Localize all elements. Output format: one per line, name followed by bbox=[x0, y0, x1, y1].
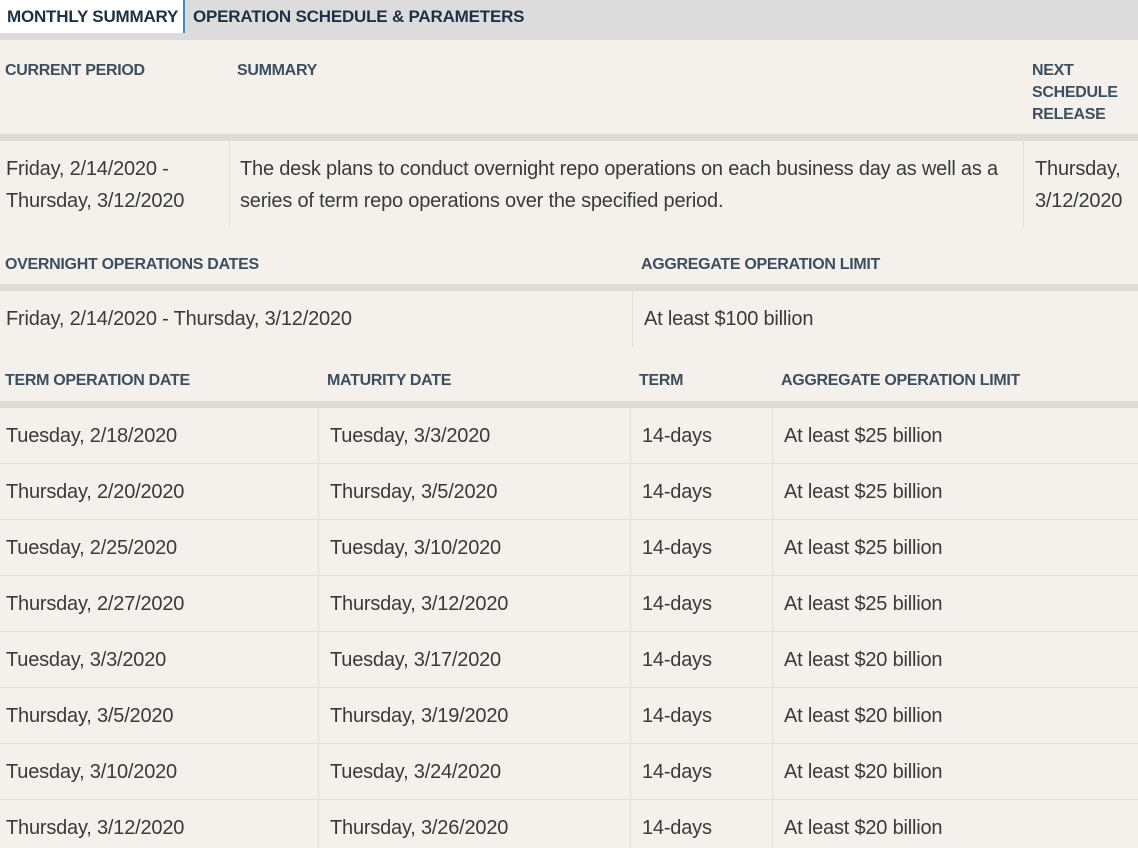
row-divider bbox=[0, 575, 1138, 576]
term-cell: 14-days bbox=[642, 481, 712, 503]
header-term-date: TERM OPERATION DATE bbox=[5, 372, 190, 389]
current-period-value: Friday, 2/14/2020 - Thursday, 3/12/2020 bbox=[6, 158, 185, 212]
maturity-date-cell: Tuesday, 3/24/2020 bbox=[330, 761, 501, 783]
limit-cell: At least $20 billion bbox=[784, 761, 943, 783]
table-row: Tuesday, 2/25/2020 Tuesday, 3/10/2020 14-d… bbox=[0, 520, 1138, 576]
header-term-limit: AGGREGATE OPERATION LIMIT bbox=[781, 372, 1021, 389]
overnight-limit-value: At least $100 billion bbox=[644, 308, 814, 330]
header-current-period: CURRENT PERIOD bbox=[5, 62, 145, 79]
row-divider bbox=[0, 799, 1138, 800]
row-divider bbox=[0, 463, 1138, 464]
column-divider bbox=[772, 408, 773, 848]
column-divider bbox=[632, 291, 633, 347]
tab-monthly-summary[interactable]: MONTHLY SUMMARY bbox=[0, 0, 185, 33]
table-row: Tuesday, 3/3/2020 Tuesday, 3/17/2020 14-da… bbox=[0, 632, 1138, 688]
limit-cell: At least $25 billion bbox=[784, 481, 943, 503]
term-date-cell: Thursday, 2/27/2020 bbox=[6, 593, 185, 615]
summary-text: The desk plans to conduct overnight repo… bbox=[240, 158, 998, 212]
term-cell: 14-days bbox=[642, 425, 712, 447]
overnight-dates-value: Friday, 2/14/2020 - Thursday, 3/12/2020 bbox=[6, 308, 352, 330]
header-divider bbox=[0, 401, 1138, 408]
table-row: Thursday, 2/27/2020 Thursday, 3/12/2020 14… bbox=[0, 576, 1138, 632]
header-next-schedule-release: NEXT SCHEDULE RELEASE bbox=[1032, 62, 1118, 123]
row-divider bbox=[0, 631, 1138, 632]
term-date-cell: Tuesday, 3/10/2020 bbox=[6, 761, 177, 783]
tab-bar: MONTHLY SUMMARY OPERATION SCHEDULE & PAR… bbox=[0, 0, 1138, 40]
term-cell: 14-days bbox=[642, 817, 712, 839]
table-row: Tuesday, 3/10/2020 Tuesday, 3/24/2020 14-d… bbox=[0, 744, 1138, 800]
column-divider bbox=[318, 408, 319, 848]
next-release-value: Thursday, 3/12/2020 bbox=[1035, 158, 1123, 212]
row-divider bbox=[0, 743, 1138, 744]
maturity-date-cell: Tuesday, 3/10/2020 bbox=[330, 537, 501, 559]
term-date-cell: Thursday, 3/5/2020 bbox=[6, 705, 174, 727]
limit-cell: At least $20 billion bbox=[784, 705, 943, 727]
header-overnight-limit: AGGREGATE OPERATION LIMIT bbox=[641, 256, 881, 273]
header-divider bbox=[0, 134, 1138, 141]
table-row: Thursday, 3/12/2020 Thursday, 3/26/2020 14… bbox=[0, 800, 1138, 848]
limit-cell: At least $20 billion bbox=[784, 649, 943, 671]
header-maturity-date: MATURITY DATE bbox=[327, 372, 452, 389]
term-cell: 14-days bbox=[642, 649, 712, 671]
column-divider bbox=[1023, 141, 1024, 228]
limit-cell: At least $25 billion bbox=[784, 425, 943, 447]
header-term: TERM bbox=[639, 372, 684, 389]
term-cell: 14-days bbox=[642, 761, 712, 783]
row-divider bbox=[0, 687, 1138, 688]
maturity-date-cell: Thursday, 3/19/2020 bbox=[330, 705, 509, 727]
term-date-cell: Thursday, 2/20/2020 bbox=[6, 481, 185, 503]
limit-cell: At least $20 billion bbox=[784, 817, 943, 839]
term-cell: 14-days bbox=[642, 705, 712, 727]
term-date-cell: Tuesday, 2/25/2020 bbox=[6, 537, 177, 559]
term-cell: 14-days bbox=[642, 593, 712, 615]
header-overnight-dates: OVERNIGHT OPERATIONS DATES bbox=[5, 256, 259, 273]
term-date-cell: Tuesday, 3/3/2020 bbox=[6, 649, 167, 671]
column-divider bbox=[630, 408, 631, 848]
limit-cell: At least $25 billion bbox=[784, 537, 943, 559]
term-date-cell: Tuesday, 2/18/2020 bbox=[6, 425, 177, 447]
maturity-date-cell: Tuesday, 3/3/2020 bbox=[330, 425, 491, 447]
table-row: Thursday, 2/20/2020 Thursday, 3/5/2020 14-… bbox=[0, 464, 1138, 520]
header-divider bbox=[0, 284, 1138, 291]
tab-operation-schedule[interactable]: OPERATION SCHEDULE & PARAMETERS bbox=[193, 7, 525, 26]
table-row: Thursday, 3/5/2020 Thursday, 3/19/2020 14-… bbox=[0, 688, 1138, 744]
maturity-date-cell: Thursday, 3/5/2020 bbox=[330, 481, 498, 503]
term-date-cell: Thursday, 3/12/2020 bbox=[6, 817, 185, 839]
maturity-date-cell: Tuesday, 3/17/2020 bbox=[330, 649, 501, 671]
table-row: Tuesday, 2/18/2020 Tuesday, 3/3/2020 14-da… bbox=[0, 408, 1138, 464]
column-divider bbox=[229, 141, 230, 228]
maturity-date-cell: Thursday, 3/26/2020 bbox=[330, 817, 509, 839]
maturity-date-cell: Thursday, 3/12/2020 bbox=[330, 593, 509, 615]
term-cell: 14-days bbox=[642, 537, 712, 559]
limit-cell: At least $25 billion bbox=[784, 593, 943, 615]
header-summary: SUMMARY bbox=[237, 62, 317, 79]
row-divider bbox=[0, 519, 1138, 520]
